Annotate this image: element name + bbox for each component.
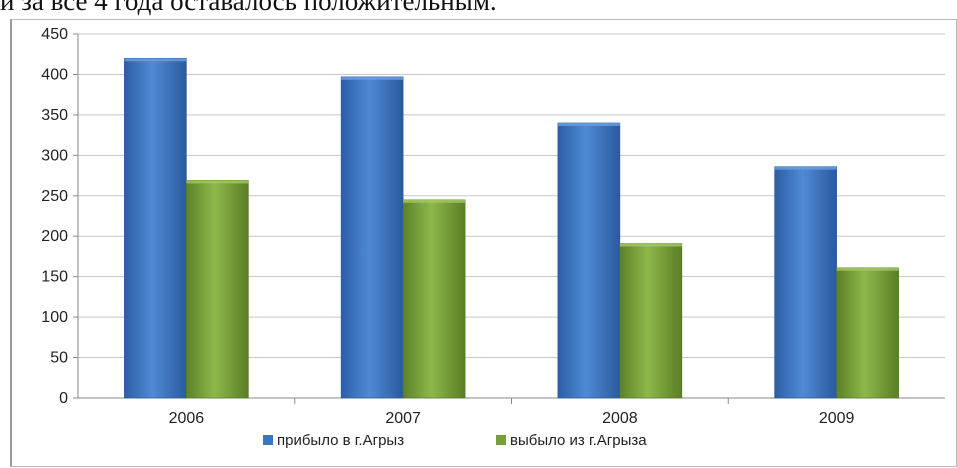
bar-chart: 0 50 100 150 200 250 300 350 400 450 2006 2007 2008 2… xyxy=(41,26,945,449)
bar-arrived-2008 xyxy=(557,122,621,399)
legend: прибыло в г.Агрыз выбыло из г.Агрыза xyxy=(263,432,647,449)
chart-area: 0 50 100 150 200 250 300 350 400 450 2006 2007 2008 2… xyxy=(10,19,957,467)
legend-label: прибыло в г.Агрыз xyxy=(277,432,404,449)
y-tick-label: 350 xyxy=(41,107,68,124)
y-tick-label: 150 xyxy=(41,269,68,286)
bar-cap xyxy=(341,76,404,80)
bar-cap xyxy=(836,267,899,271)
legend-swatch xyxy=(263,435,273,445)
bar-cap xyxy=(774,166,837,170)
x-tick-label: 2006 xyxy=(169,410,205,427)
y-tick-label: 50 xyxy=(50,350,68,367)
x-tick-label: 2009 xyxy=(819,410,855,427)
bar-arrived-2009 xyxy=(774,166,837,399)
x-tick-label: 2007 xyxy=(385,410,421,427)
y-tick-label: 400 xyxy=(41,66,68,83)
bar-departed-2007 xyxy=(402,199,466,399)
y-tick-label: 450 xyxy=(41,26,68,43)
bar-arrived-2006 xyxy=(124,57,187,399)
bars xyxy=(124,57,899,399)
y-tick-label: 250 xyxy=(41,188,68,205)
bar-departed-2009 xyxy=(836,267,899,399)
bar-arrived-2007 xyxy=(340,76,404,399)
legend-label: выбыло из г.Агрыза xyxy=(510,432,647,449)
legend-swatch xyxy=(496,435,506,445)
bar-departed-2006 xyxy=(186,180,249,399)
bar-cap xyxy=(186,180,249,184)
y-tick-label: 200 xyxy=(41,228,68,245)
bar-cap xyxy=(619,243,682,247)
y-tick-label: 0 xyxy=(59,390,68,407)
tick-labels: 0 50 100 150 200 250 300 350 400 450 2006 2007 2008 2… xyxy=(41,26,854,427)
bar-cap xyxy=(403,199,466,203)
y-tick-label: 300 xyxy=(41,147,68,164)
bar-departed-2008 xyxy=(619,243,683,399)
bar-cap xyxy=(557,122,620,126)
x-tick-label: 2008 xyxy=(602,410,638,427)
y-tick-label: 100 xyxy=(41,309,68,326)
bar-cap xyxy=(124,58,187,62)
document-text-line: и за все 4 года оставалось положительным… xyxy=(0,0,497,16)
